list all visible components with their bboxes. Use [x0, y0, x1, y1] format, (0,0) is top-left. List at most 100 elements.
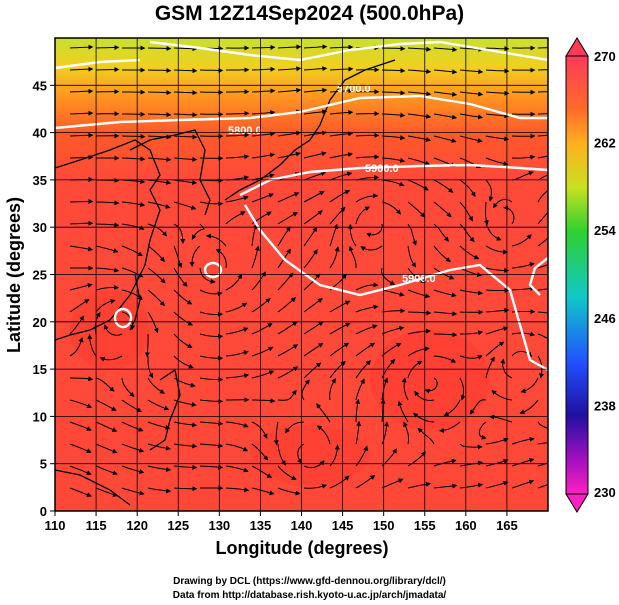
streamline-arrow	[511, 436, 535, 445]
streamline-arrow	[355, 475, 376, 489]
streamline-arrow	[199, 420, 224, 426]
y-tick-label: 0	[40, 504, 47, 519]
y-tick-label: 30	[33, 220, 47, 235]
streamline-arrow	[95, 222, 120, 228]
streamline-arrow	[433, 113, 458, 120]
streamline-arrow	[173, 156, 198, 162]
streamline-arrow	[225, 443, 249, 452]
streamline-arrow	[303, 44, 328, 50]
streamline-arrow	[438, 421, 461, 433]
streamline-arrow	[537, 211, 548, 225]
streamline-arrow	[329, 109, 354, 115]
chart-title: GSM 12Z14Sep2024 (500.0hPa)	[154, 2, 465, 25]
streamline-arrow	[277, 66, 302, 72]
streamline-arrow	[277, 192, 300, 203]
height-contours	[55, 40, 548, 372]
streamline-arrow	[95, 245, 119, 253]
streamline-arrow	[485, 267, 510, 274]
streamline-arrow	[121, 223, 145, 230]
streamline-arrow	[251, 152, 276, 159]
streamline-arrow	[537, 421, 548, 429]
y-tick-label: 35	[33, 173, 47, 188]
contour-label: 5700.0	[337, 83, 371, 95]
streamline-arrow	[485, 307, 510, 313]
streamline-arrow	[485, 341, 505, 357]
streamline-arrow	[511, 262, 535, 269]
streamline-arrow	[277, 297, 297, 313]
streamline-arrow	[485, 458, 509, 467]
streamline-arrow	[329, 300, 351, 313]
streamline-arrow	[147, 487, 172, 494]
streamline-arrow	[537, 264, 548, 269]
streamline-arrow	[277, 389, 297, 401]
streamline-arrow	[226, 110, 250, 116]
streamline-arrow	[173, 355, 194, 369]
streamline-arrow	[173, 443, 198, 449]
streamline-arrow	[407, 267, 426, 283]
streamline-arrow	[329, 342, 350, 357]
streamline-arrow	[205, 233, 227, 247]
streamline-arrow	[173, 112, 198, 118]
streamline-arrow	[69, 421, 92, 431]
streamline-arrow	[303, 362, 322, 379]
streamline-arrow	[189, 245, 201, 267]
streamline-arrow	[303, 87, 328, 93]
streamline-arrow	[537, 288, 548, 291]
streamline-arrow	[500, 358, 513, 379]
streamline-arrow	[147, 112, 172, 118]
streamline-arrow	[401, 377, 409, 401]
streamline-arrow	[69, 465, 92, 475]
streamline-arrow	[520, 377, 539, 394]
streamline-arrow	[511, 458, 535, 467]
streamline-arrow	[95, 298, 116, 313]
streamline-arrow	[407, 481, 431, 489]
streamline-arrow	[251, 66, 276, 72]
x-axis: 110 115 120 125 130 135 140 145 150 155 160 165	[45, 511, 518, 533]
streamline-arrow	[199, 355, 224, 361]
streamline-arrow	[407, 113, 432, 119]
streamline-arrow	[459, 91, 484, 97]
streamline-arrow	[273, 421, 279, 446]
streamline-arrow	[329, 44, 354, 50]
streamline-arrow	[407, 289, 431, 299]
streamline-arrow	[69, 88, 94, 94]
x-tick-label: 120	[126, 518, 148, 533]
streamline-arrow	[459, 377, 466, 401]
streamline-arrow	[95, 421, 118, 432]
streamline-arrow	[173, 179, 198, 186]
streamline-arrow	[459, 460, 484, 467]
streamline-arrow	[225, 195, 249, 203]
streamline-arrow	[199, 333, 224, 340]
streamline-arrow	[413, 412, 435, 423]
streamline-arrow	[251, 465, 273, 478]
streamline-arrow	[277, 443, 286, 466]
streamline-arrow	[407, 310, 432, 316]
streamline-arrow	[95, 377, 115, 392]
streamline-arrow	[459, 223, 475, 243]
streamline-arrow	[485, 287, 510, 293]
streamline-arrow	[95, 399, 117, 411]
streamline-arrow	[69, 443, 92, 453]
streamline-arrow	[537, 91, 548, 93]
streamline-arrow	[329, 377, 336, 401]
streamline-arrow	[316, 425, 331, 445]
streamline-arrow	[433, 91, 458, 97]
streamline-arrow	[443, 399, 461, 416]
streamline-arrow	[95, 67, 120, 72]
streamline-arrow	[199, 311, 224, 317]
streamline-arrow	[251, 110, 276, 116]
colorbar-tick-label: 270	[594, 49, 616, 64]
streamline-arrow	[433, 47, 458, 53]
streamline-arrow	[225, 373, 250, 379]
streamline-arrow	[121, 443, 145, 453]
streamline-arrow	[303, 66, 328, 72]
y-axis-label: Latitude (degrees)	[4, 197, 24, 353]
streamline-arrow	[381, 325, 405, 335]
streamline-arrow	[69, 315, 85, 335]
streamline-arrow	[173, 333, 193, 348]
streamline-arrow	[511, 171, 534, 181]
streamline-arrow	[95, 89, 120, 95]
streamline-arrow	[277, 487, 301, 496]
streamline-arrow	[347, 223, 357, 247]
streamline-arrow	[251, 193, 274, 203]
